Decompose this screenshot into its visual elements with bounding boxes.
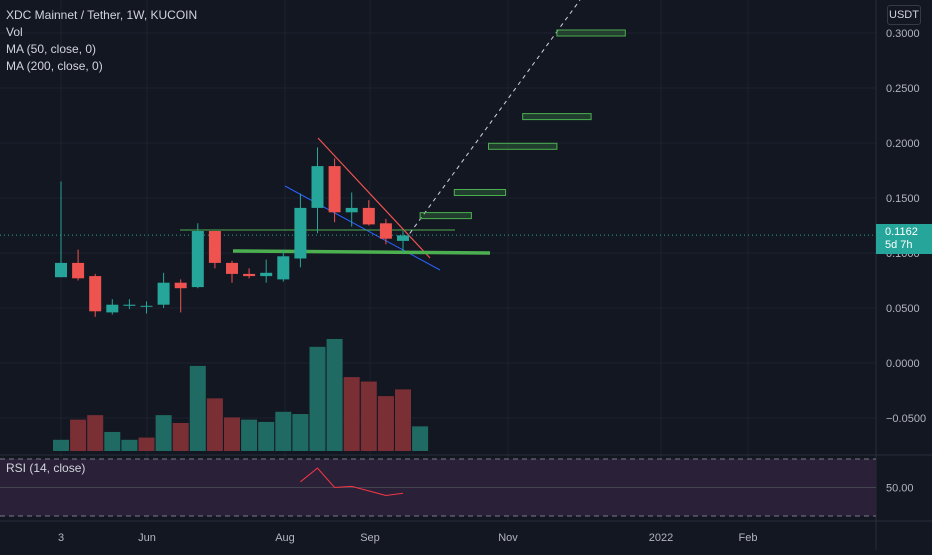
volume-bar bbox=[241, 419, 258, 451]
candle-body bbox=[106, 304, 119, 313]
candle-body bbox=[72, 262, 85, 279]
candle-body bbox=[55, 262, 67, 278]
target-box bbox=[453, 189, 507, 196]
symbol-title[interactable]: XDC Mainnet / Tether, 1W, KUCOIN bbox=[6, 8, 198, 22]
volume-bar bbox=[343, 377, 360, 451]
volume-bar bbox=[412, 426, 429, 451]
candle-body bbox=[328, 166, 341, 213]
price-axis-label: −0.0500 bbox=[886, 413, 926, 425]
volume-bar bbox=[395, 389, 411, 451]
price-axis-label: 0.3000 bbox=[886, 28, 920, 40]
currency-selector[interactable]: USDT bbox=[887, 5, 921, 25]
volume-bar bbox=[275, 411, 292, 451]
falling-support-line bbox=[284, 185, 441, 271]
candle-body bbox=[345, 207, 358, 213]
candle-body bbox=[191, 231, 204, 288]
candle-body bbox=[379, 223, 392, 239]
candle-body bbox=[294, 207, 307, 259]
time-axis-label: Jun bbox=[138, 532, 156, 544]
volume-bar bbox=[206, 398, 223, 451]
candle-body bbox=[123, 304, 136, 306]
rsi-line bbox=[300, 467, 404, 496]
time-axis-label: Feb bbox=[739, 532, 758, 544]
volume-bar bbox=[326, 339, 343, 451]
price-axis-label: 0.2000 bbox=[886, 138, 920, 150]
rsi-axis-label: 50.00 bbox=[886, 483, 914, 495]
volume-bar bbox=[292, 414, 309, 451]
volume-bar bbox=[189, 365, 206, 451]
volume-bar bbox=[155, 415, 172, 451]
support-level-line bbox=[232, 249, 491, 255]
price-axis-label: 0.2500 bbox=[886, 83, 920, 95]
bar-countdown: 5d 7h bbox=[885, 239, 913, 251]
last-price-value: 0.1162 bbox=[885, 226, 918, 238]
volume-bar bbox=[121, 439, 138, 451]
target-box bbox=[522, 113, 592, 121]
time-axis-label: Sep bbox=[360, 532, 380, 544]
candle-body bbox=[89, 276, 102, 312]
volume-bar bbox=[360, 381, 377, 451]
candle-body bbox=[157, 282, 170, 305]
candle-body bbox=[243, 273, 256, 277]
price-axis-label: 0.1500 bbox=[886, 193, 920, 205]
volume-bar bbox=[70, 419, 87, 451]
time-axis-label: 2022 bbox=[649, 532, 673, 544]
candle-body bbox=[397, 235, 409, 241]
volume-bar bbox=[309, 346, 326, 451]
target-box bbox=[419, 212, 472, 220]
candle-body bbox=[260, 272, 273, 277]
target-box bbox=[488, 142, 558, 150]
volume-bar bbox=[53, 439, 69, 451]
indicator-ma200[interactable]: MA (200, close, 0) bbox=[6, 59, 103, 73]
price-axis-label: 0.0500 bbox=[886, 303, 920, 315]
rsi-indicator-label[interactable]: RSI (14, close) bbox=[6, 461, 86, 475]
candle-body bbox=[174, 282, 187, 289]
candle-body bbox=[277, 256, 290, 280]
falling-resistance-line bbox=[317, 137, 431, 259]
volume-bar bbox=[104, 431, 121, 451]
target-box bbox=[556, 29, 626, 37]
volume-bar bbox=[258, 421, 275, 451]
candle-body bbox=[311, 166, 324, 208]
last-price-tag: 0.1162 5d 7h bbox=[876, 224, 932, 254]
chart-legend: XDC Mainnet / Tether, 1W, KUCOIN Vol MA … bbox=[6, 7, 197, 75]
volume-bar bbox=[138, 437, 155, 451]
volume-bar bbox=[377, 396, 394, 451]
time-axis-label: Aug bbox=[275, 532, 295, 544]
price-axis-label: 0.0000 bbox=[886, 358, 920, 370]
volume-bar bbox=[172, 423, 189, 451]
candle-body bbox=[226, 262, 238, 274]
time-axis-label: Nov bbox=[498, 532, 518, 544]
volume-bar bbox=[224, 417, 240, 451]
candle-body bbox=[208, 231, 221, 263]
candle-body bbox=[140, 305, 153, 307]
time-axis-label: 3 bbox=[58, 532, 64, 544]
projection-line bbox=[404, 0, 581, 241]
indicator-ma50[interactable]: MA (50, close, 0) bbox=[6, 42, 97, 56]
indicator-vol[interactable]: Vol bbox=[6, 25, 23, 39]
candle-body bbox=[362, 207, 375, 225]
volume-bar bbox=[87, 415, 104, 451]
